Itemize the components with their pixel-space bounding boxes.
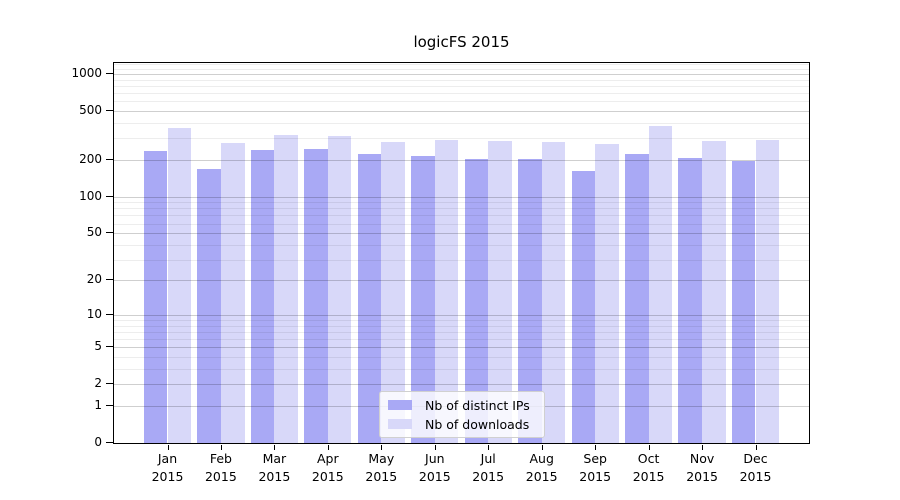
bar-nb-of-distinct-ips-sep-2015 [571,171,596,443]
x-tick-label-apr-2015: Apr 2015 [311,451,344,484]
x-tick-mark [327,445,329,450]
y-tick-label: 500 [79,103,102,117]
x-tick-label-nov-2015: Nov 2015 [686,451,718,484]
bar-nb-of-distinct-ips-mar-2015 [250,150,275,443]
y-tick-mark [106,110,113,111]
y-tick-mark [106,232,113,233]
chart-title: logicFS 2015 [413,33,510,51]
y-tick-label: 1 [94,398,102,412]
bar-nb-of-downloads-jun-2015 [434,140,459,443]
bar-nb-of-downloads-oct-2015 [648,126,673,443]
y-tick-mark [106,158,113,160]
x-tick-label-dec-2015: Dec 2015 [739,451,772,484]
x-tick-label-may-2015: May 2015 [365,451,398,484]
y-tick-label: 0 [94,435,102,449]
x-tick-label-aug-2015: Aug 2015 [525,451,558,484]
bar-nb-of-downloads-jul-2015 [488,140,512,443]
y-tick-mark [106,313,113,315]
x-tick-mark [648,445,650,450]
x-tick-mark [595,445,597,450]
x-tick-mark [220,445,222,450]
y-tick-label: 5 [94,339,102,354]
bar-nb-of-downloads-sep-2015 [595,144,619,443]
y-tick-label: 2 [94,376,102,391]
y-tick-mark [106,195,113,197]
x-tick-label-jan-2015: Jan 2015 [151,451,184,484]
legend: Nb of distinct IPs Nb of downloads [379,391,545,438]
y-tick-label: 1000 [71,66,102,80]
y-tick-mark [106,383,113,385]
x-tick-mark [702,445,704,450]
bar-nb-of-distinct-ips-nov-2015 [678,158,703,443]
bar-nb-of-distinct-ips-feb-2015 [197,169,221,443]
bar-nb-of-downloads-feb-2015 [220,142,245,443]
y-tick-label: 200 [79,151,102,166]
x-tick-mark [541,445,543,450]
bar-nb-of-distinct-ips-jun-2015 [411,155,435,443]
y-tick-mark [106,346,113,348]
bar-nb-of-downloads-mar-2015 [274,135,299,443]
y-tick-mark [106,442,113,443]
bar-nb-of-distinct-ips-dec-2015 [731,161,756,443]
bar-nb-of-distinct-ips-may-2015 [357,154,382,443]
y-tick-label: 20 [86,272,102,287]
bar-nb-of-distinct-ips-jan-2015 [143,151,168,443]
y-tick-mark [106,73,113,74]
x-tick-mark [488,445,490,450]
bars-layer [114,63,809,443]
y-tick-label: 100 [79,188,102,203]
x-tick-mark [434,445,436,450]
y-tick-mark [106,279,113,281]
x-tick-label-mar-2015: Mar 2015 [258,451,291,484]
x-tick-label-feb-2015: Feb 2015 [204,451,237,484]
bar-nb-of-downloads-may-2015 [381,141,405,443]
legend-swatch-downloads [388,419,412,429]
bar-nb-of-downloads-apr-2015 [327,136,352,443]
bar-nb-of-downloads-jan-2015 [167,127,192,443]
legend-label-downloads: Nb of downloads [425,416,530,432]
x-tick-label-jun-2015: Jun 2015 [418,451,451,484]
legend-item-downloads: Nb of downloads [380,417,544,432]
plot-area: Nb of distinct IPs Nb of downloads [113,62,810,444]
x-tick-mark [381,445,383,450]
x-tick-label-jul-2015: Jul 2015 [472,451,505,484]
bar-nb-of-distinct-ips-jul-2015 [464,159,489,443]
x-tick-mark [167,445,169,450]
legend-swatch-distinct-ips [388,400,412,410]
y-tick-mark [106,405,113,406]
bar-nb-of-downloads-dec-2015 [755,139,780,443]
bar-nb-of-distinct-ips-oct-2015 [624,154,649,443]
y-tick-label: 50 [86,225,102,239]
x-tick-label-sep-2015: Sep 2015 [579,451,612,484]
bar-nb-of-distinct-ips-aug-2015 [518,159,542,443]
x-tick-mark [274,445,276,450]
bar-nb-of-downloads-nov-2015 [702,140,726,443]
legend-item-distinct-ips: Nb of distinct IPs [380,398,544,413]
x-tick-mark [755,445,757,450]
legend-label-distinct-ips: Nb of distinct IPs [425,397,530,413]
x-tick-label-oct-2015: Oct 2015 [632,451,665,484]
bar-nb-of-distinct-ips-apr-2015 [304,149,328,443]
y-tick-label: 10 [86,306,102,321]
bar-nb-of-downloads-aug-2015 [541,141,566,443]
